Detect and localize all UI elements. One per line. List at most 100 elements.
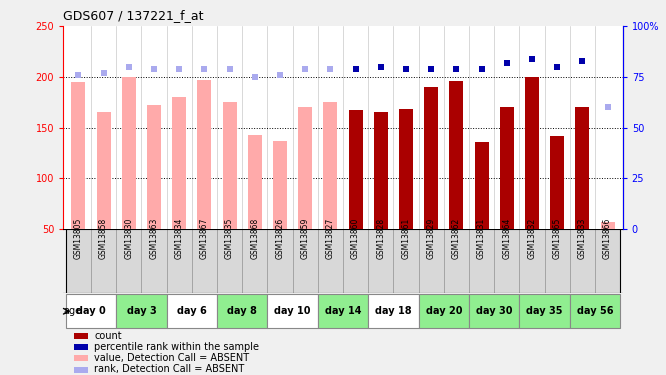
Text: day 10: day 10 [274, 306, 311, 316]
Text: GSM13831: GSM13831 [477, 218, 486, 259]
Bar [399, 109, 413, 229]
Bar [419, 229, 444, 292]
Text: GSM13835: GSM13835 [225, 218, 234, 259]
Bar [545, 229, 570, 292]
Bar [424, 87, 438, 229]
Point [552, 64, 563, 70]
Bar [595, 229, 620, 292]
Text: GSM13832: GSM13832 [527, 218, 537, 259]
Bar [197, 80, 211, 229]
Text: GDS607 / 137221_f_at: GDS607 / 137221_f_at [63, 9, 204, 22]
Point [527, 56, 537, 62]
Text: GSM13860: GSM13860 [351, 218, 360, 259]
Text: GSM13865: GSM13865 [553, 218, 561, 259]
Bar [242, 229, 267, 292]
Text: GSM13830: GSM13830 [125, 218, 133, 259]
Bar [419, 294, 469, 328]
Bar [500, 107, 513, 229]
Bar [318, 294, 368, 328]
Text: GSM13861: GSM13861 [402, 218, 410, 259]
Point [99, 70, 109, 76]
Text: GSM13827: GSM13827 [326, 218, 335, 259]
Text: GSM13805: GSM13805 [74, 218, 83, 259]
Bar [450, 81, 464, 229]
Bar [394, 229, 419, 292]
Text: age: age [64, 306, 82, 316]
Bar [374, 112, 388, 229]
Bar [469, 229, 494, 292]
Bar [141, 229, 166, 292]
Bar [273, 141, 287, 229]
Bar [570, 229, 595, 292]
Bar [444, 229, 469, 292]
Bar [75, 367, 89, 372]
Point [325, 66, 336, 72]
Bar [349, 110, 362, 229]
Text: day 20: day 20 [426, 306, 462, 316]
Bar [122, 77, 136, 229]
Text: day 3: day 3 [127, 306, 157, 316]
Bar [368, 229, 394, 292]
Bar [601, 222, 615, 229]
Bar [222, 102, 236, 229]
Bar [91, 229, 116, 292]
Text: GSM13834: GSM13834 [174, 218, 184, 259]
Text: day 6: day 6 [177, 306, 206, 316]
Point [73, 72, 84, 78]
Bar [75, 356, 89, 361]
Point [199, 66, 210, 72]
Text: GSM13859: GSM13859 [300, 218, 310, 259]
Bar [550, 136, 564, 229]
Bar [324, 102, 337, 229]
Bar [318, 229, 343, 292]
Text: day 30: day 30 [476, 306, 512, 316]
Text: GSM13826: GSM13826 [276, 218, 284, 259]
Bar [97, 112, 111, 229]
Point [501, 60, 512, 66]
Bar [494, 229, 519, 292]
Bar [267, 294, 318, 328]
Bar [292, 229, 318, 292]
Text: GSM13864: GSM13864 [502, 218, 511, 259]
Bar [66, 294, 116, 328]
Bar [519, 229, 545, 292]
Point [602, 104, 613, 110]
Bar [147, 105, 161, 229]
Text: value, Detection Call = ABSENT: value, Detection Call = ABSENT [94, 353, 249, 363]
Bar [166, 294, 217, 328]
Bar [475, 142, 489, 229]
Bar [217, 229, 242, 292]
Text: day 0: day 0 [76, 306, 106, 316]
Point [250, 74, 260, 80]
Bar [116, 294, 166, 328]
Point [376, 64, 386, 70]
Bar [75, 344, 89, 350]
Text: GSM13863: GSM13863 [149, 218, 159, 259]
Text: percentile rank within the sample: percentile rank within the sample [94, 342, 259, 352]
Text: day 18: day 18 [375, 306, 412, 316]
Bar [267, 229, 292, 292]
Point [149, 66, 159, 72]
Point [350, 66, 361, 72]
Point [300, 66, 310, 72]
Bar [519, 294, 570, 328]
Point [451, 66, 462, 72]
Bar [66, 229, 91, 292]
Text: count: count [94, 331, 122, 340]
Bar [469, 294, 519, 328]
Point [174, 66, 184, 72]
Point [426, 66, 436, 72]
Point [476, 66, 487, 72]
Bar [343, 229, 368, 292]
Bar [575, 107, 589, 229]
Bar [75, 333, 89, 339]
Point [401, 66, 412, 72]
Bar [298, 107, 312, 229]
Text: GSM13858: GSM13858 [99, 218, 108, 259]
Bar [570, 294, 620, 328]
Point [123, 64, 134, 70]
Text: day 8: day 8 [227, 306, 257, 316]
Point [274, 72, 285, 78]
Bar [248, 135, 262, 229]
Bar [192, 229, 217, 292]
